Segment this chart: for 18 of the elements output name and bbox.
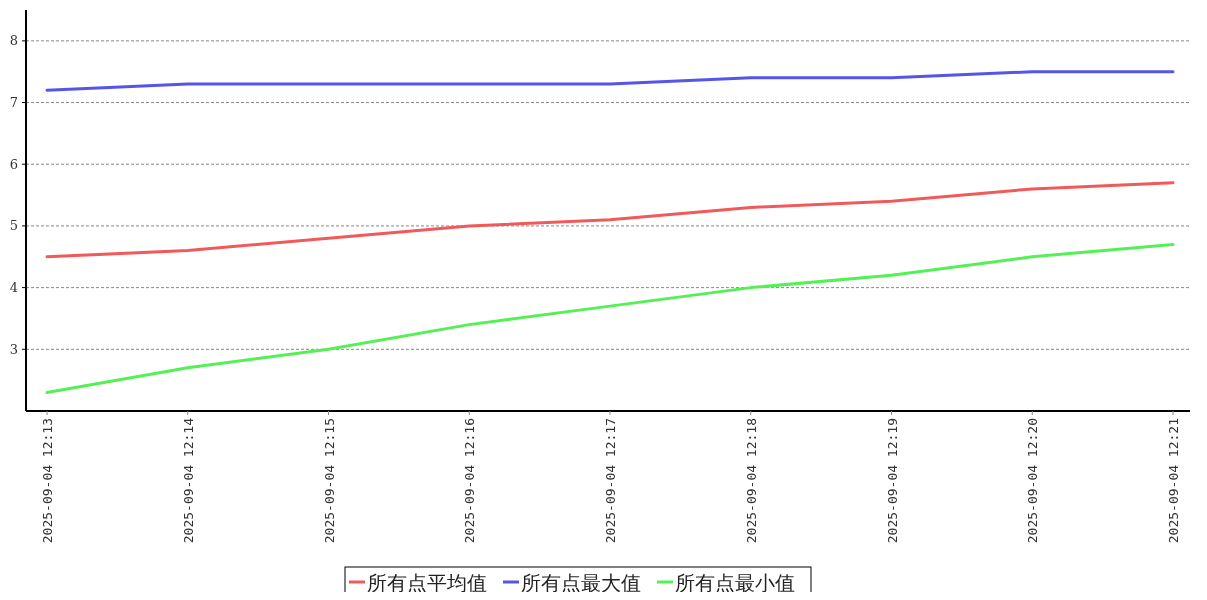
y-tick-label: 3 — [9, 341, 18, 357]
y-tick-label: 4 — [9, 280, 18, 296]
line-series — [45, 242, 1175, 394]
line-series — [45, 70, 1175, 92]
y-tick-label: 7 — [9, 95, 18, 111]
y-tick-label: 8 — [9, 33, 18, 49]
y-tick-label: 5 — [9, 218, 18, 234]
x-tick-label: 2025-09-04 12:18 — [743, 418, 759, 544]
x-tick-label: 2025-09-04 12:13 — [40, 418, 55, 544]
x-tick-label: 2025-09-04 12:14 — [180, 417, 196, 544]
x-tick-label: 2025-09-04 12:17 — [603, 418, 618, 544]
x-tick-label: 2025-09-04 12:20 — [1025, 418, 1041, 544]
x-tick-label: 2025-09-04 12:16 — [462, 418, 478, 544]
x-tick-label: 2025-09-04 12:19 — [884, 418, 900, 544]
y-tick-label: 6 — [9, 156, 18, 172]
x-tick-label: 2025-09-04 12:21 — [1166, 418, 1181, 544]
x-tick-label: 2025-09-04 12:15 — [321, 418, 337, 544]
line-series — [45, 181, 1175, 259]
